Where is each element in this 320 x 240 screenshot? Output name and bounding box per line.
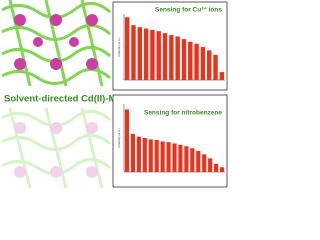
bar <box>136 136 141 172</box>
chart-title: Sensing for nitrobenzene <box>144 110 222 117</box>
bar <box>196 150 201 172</box>
bar <box>124 109 130 172</box>
bar <box>162 33 168 80</box>
graphical-abstract: Solvent-directed Cd(II)-MOFs Sensing for… <box>1 0 228 189</box>
bar <box>219 167 225 172</box>
bar <box>181 39 187 80</box>
y-axis-label: Intensity (a.u.) <box>117 128 121 147</box>
crystal-structure <box>1 0 111 87</box>
bar <box>166 142 171 172</box>
bar <box>200 47 206 80</box>
chart-title: Sensing for Cu²⁺ ions <box>155 7 222 14</box>
bar <box>184 146 189 172</box>
bar <box>130 133 135 172</box>
bar <box>169 35 174 80</box>
main-title: Solvent-directed Cd(II)-MOFs <box>4 94 135 105</box>
bar <box>214 163 219 172</box>
bar <box>143 28 149 80</box>
bar <box>190 148 195 172</box>
y-axis-label: Intensity (a.u.) <box>117 37 121 56</box>
bar <box>124 17 130 80</box>
bar <box>154 140 159 172</box>
bar <box>160 141 165 172</box>
bar <box>137 27 142 80</box>
bar <box>172 143 177 172</box>
bar <box>202 154 207 172</box>
crystal-structure-faded <box>1 107 111 189</box>
bar <box>148 139 153 172</box>
bar <box>208 158 213 172</box>
bar <box>219 72 225 80</box>
bar <box>150 29 155 80</box>
bar <box>178 144 183 172</box>
bar <box>213 54 218 80</box>
bar <box>142 138 147 172</box>
bar <box>194 43 199 80</box>
bar <box>131 25 136 80</box>
bar <box>156 31 161 80</box>
bar <box>207 50 212 80</box>
bar <box>175 36 180 80</box>
bar <box>188 41 193 80</box>
